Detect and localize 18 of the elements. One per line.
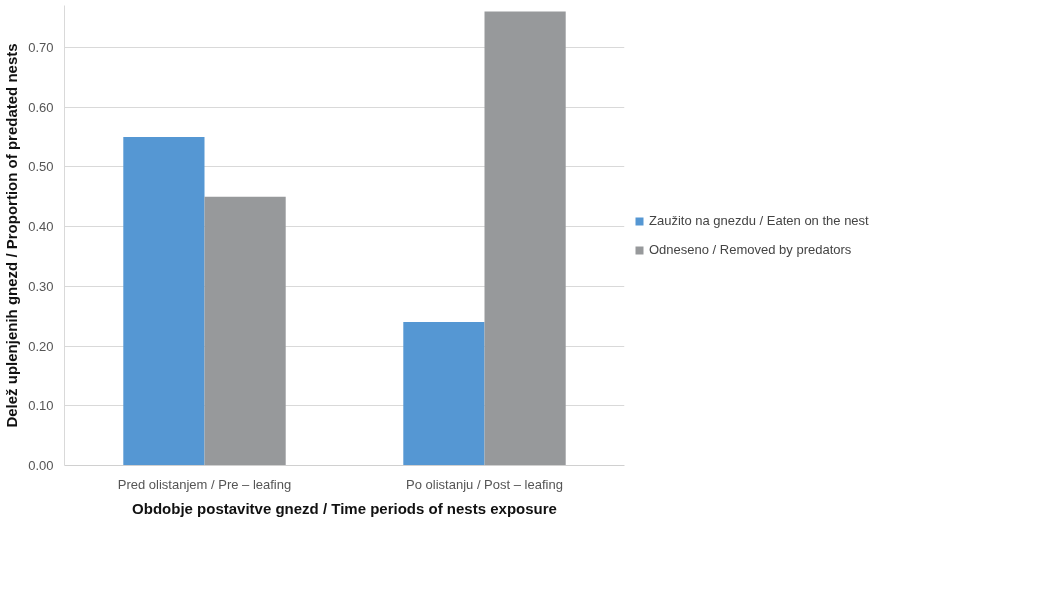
y-tick-label: 0.20 bbox=[28, 338, 54, 354]
y-tick-label: 0.00 bbox=[28, 458, 54, 473]
bar bbox=[204, 196, 286, 466]
legend-label: Odneseno / Removed by predators bbox=[649, 242, 852, 257]
y-tick-label: 0.10 bbox=[28, 398, 54, 414]
legend-label: Zaužito na gnezdu / Eaten on the nest bbox=[649, 213, 869, 228]
bar bbox=[484, 11, 566, 466]
y-axis-title: Delež uplenjenih gnezd / Proportion of predated nests bbox=[3, 43, 21, 428]
y-tick-label: 0.30 bbox=[28, 278, 54, 294]
y-tick-label: 0.70 bbox=[28, 39, 54, 55]
y-tick-label: 0.60 bbox=[28, 99, 54, 115]
x-axis-title: Obdobje postavitve gnezd / Time periods of nests exposure bbox=[132, 499, 557, 517]
x-tick-label: Pred olistanjem / Pre – leafing bbox=[117, 476, 292, 492]
y-tick-label: 0.50 bbox=[28, 159, 54, 175]
x-tick-label: Po olistanju / Post – leafing bbox=[406, 476, 563, 492]
bar bbox=[123, 136, 205, 466]
bar bbox=[403, 322, 485, 466]
y-tick-label: 0.40 bbox=[28, 219, 54, 235]
